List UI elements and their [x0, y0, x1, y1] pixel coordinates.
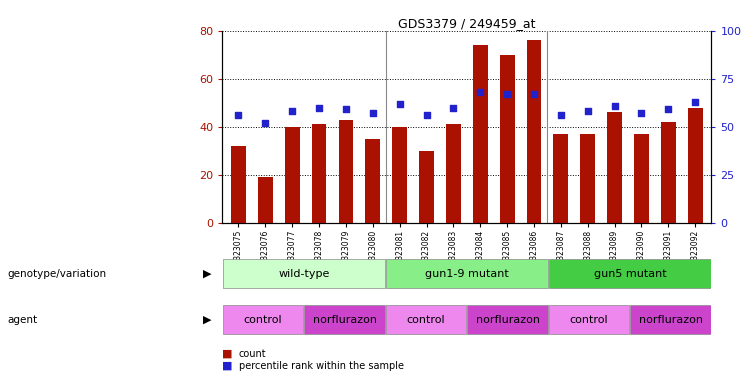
Bar	[631, 305, 711, 334]
Bar	[223, 259, 385, 288]
Bar	[231, 146, 246, 223]
Point	[555, 112, 567, 118]
Point	[286, 108, 298, 114]
Point	[689, 99, 701, 105]
Text: percentile rank within the sample: percentile rank within the sample	[239, 361, 404, 371]
Bar	[549, 305, 629, 334]
Bar	[527, 40, 542, 223]
Text: count: count	[239, 349, 266, 359]
Bar	[580, 134, 595, 223]
Bar	[312, 124, 327, 223]
Text: wild-type: wild-type	[278, 268, 330, 279]
Bar	[285, 127, 299, 223]
Text: control: control	[244, 314, 282, 325]
Text: ■: ■	[222, 349, 233, 359]
Text: gun1-9 mutant: gun1-9 mutant	[425, 268, 509, 279]
Point	[421, 112, 433, 118]
Text: control: control	[570, 314, 608, 325]
Point	[528, 91, 540, 97]
Text: ▶: ▶	[203, 314, 211, 325]
Bar	[365, 139, 380, 223]
Point	[474, 89, 486, 95]
Bar	[607, 112, 622, 223]
Bar	[634, 134, 649, 223]
Bar	[688, 108, 702, 223]
Bar	[473, 45, 488, 223]
Point	[636, 110, 648, 116]
Bar	[468, 305, 548, 334]
Text: ▶: ▶	[203, 268, 211, 279]
Bar	[386, 305, 466, 334]
Point	[367, 110, 379, 116]
Bar	[446, 124, 461, 223]
Point	[501, 91, 513, 97]
Bar	[339, 119, 353, 223]
Text: norflurazon: norflurazon	[639, 314, 702, 325]
Point	[233, 112, 245, 118]
Text: gun5 mutant: gun5 mutant	[594, 268, 666, 279]
Bar	[499, 55, 514, 223]
Point	[313, 104, 325, 111]
Text: norflurazon: norflurazon	[476, 314, 539, 325]
Text: ■: ■	[222, 361, 233, 371]
Bar	[549, 259, 711, 288]
Point	[662, 106, 674, 113]
Bar	[419, 151, 434, 223]
Bar	[554, 134, 568, 223]
Bar	[305, 305, 385, 334]
Point	[608, 103, 620, 109]
Point	[393, 101, 405, 107]
Text: genotype/variation: genotype/variation	[7, 268, 107, 279]
Title: GDS3379 / 249459_at: GDS3379 / 249459_at	[398, 17, 536, 30]
Point	[259, 120, 271, 126]
Text: norflurazon: norflurazon	[313, 314, 376, 325]
Point	[340, 106, 352, 113]
Bar	[223, 305, 303, 334]
Bar	[392, 127, 407, 223]
Point	[448, 104, 459, 111]
Text: control: control	[407, 314, 445, 325]
Text: agent: agent	[7, 314, 38, 325]
Point	[582, 108, 594, 114]
Bar	[661, 122, 676, 223]
Bar	[386, 259, 548, 288]
Bar	[258, 177, 273, 223]
